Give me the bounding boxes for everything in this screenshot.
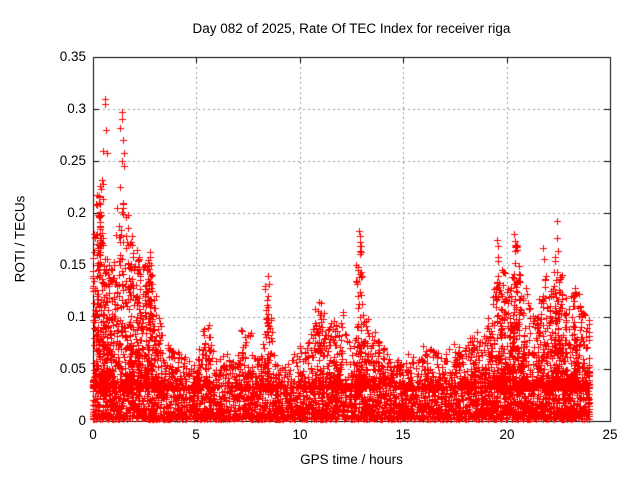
y-tick-label-025: 0.25 [59,153,86,168]
chart-title: Day 082 of 2025, Rate Of TEC Index for r… [192,21,511,36]
x-tick-label-0: 0 [89,427,97,442]
x-tick-label-5: 5 [192,427,200,442]
y-tick-label-015: 0.15 [59,257,86,272]
y-tick-label-02: 0.2 [67,205,86,220]
y-tick-label-035: 0.35 [59,49,86,64]
y-tick-label-005: 0.05 [59,361,86,376]
y-tick-label-01: 0.1 [67,309,86,324]
x-tick-label-10: 10 [292,427,308,442]
x-tick-label-20: 20 [499,427,515,442]
x-axis-label: GPS time / hours [300,452,403,467]
y-tick-label-0: 0 [78,413,86,428]
x-tick-label-25: 25 [602,427,618,442]
y-tick-label-03: 0.3 [67,101,86,116]
x-tick-label-15: 15 [395,427,411,442]
